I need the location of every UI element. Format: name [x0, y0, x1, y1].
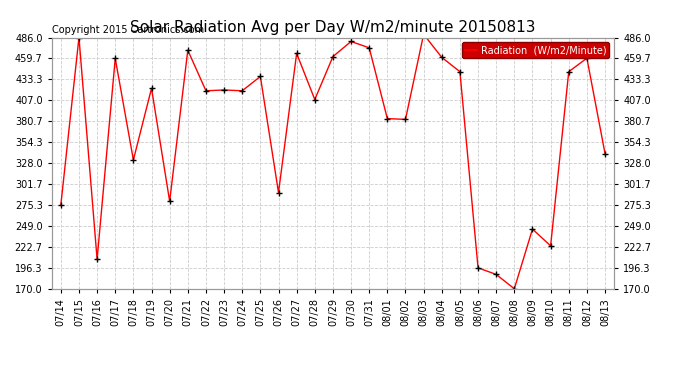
- Text: Copyright 2015 Cartronics.com: Copyright 2015 Cartronics.com: [52, 25, 204, 35]
- Legend: Radiation  (W/m2/Minute): Radiation (W/m2/Minute): [462, 42, 609, 58]
- Title: Solar Radiation Avg per Day W/m2/minute 20150813: Solar Radiation Avg per Day W/m2/minute …: [130, 20, 535, 35]
